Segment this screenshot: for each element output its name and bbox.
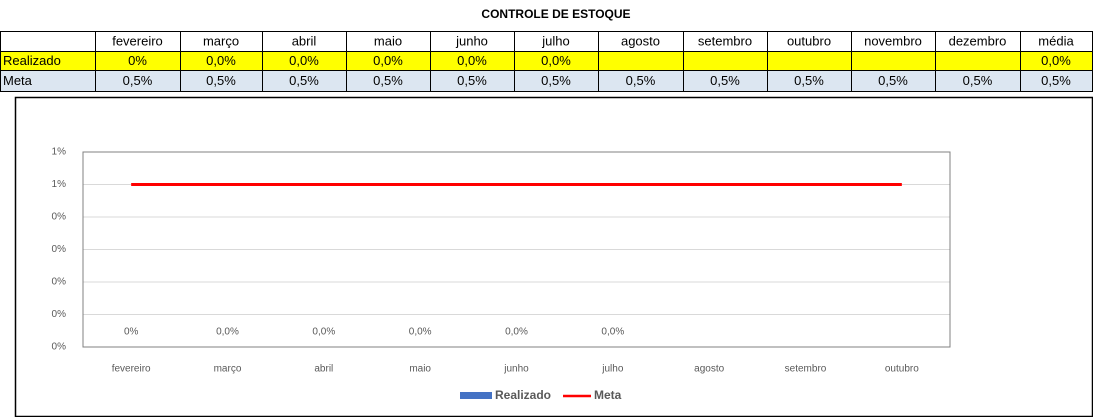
x-tick-label: maio: [409, 364, 431, 375]
y-tick-label: 0%: [52, 244, 67, 255]
x-tick-label: setembro: [785, 364, 827, 375]
table-value: 0,5%: [289, 73, 319, 88]
column-header: abril: [292, 33, 317, 48]
table-value: 0,5%: [794, 73, 824, 88]
table-cell: [683, 51, 768, 71]
column-header: maio: [374, 33, 402, 48]
data-label: 0,0%: [505, 327, 528, 338]
column-header: fevereiro: [112, 33, 163, 48]
table-value: 0,5%: [626, 73, 656, 88]
column-header: outubro: [787, 33, 831, 48]
data-label: 0,0%: [216, 327, 239, 338]
column-header: média: [1038, 33, 1074, 48]
x-tick-label: outubro: [885, 364, 919, 375]
y-tick-label: 1%: [52, 179, 67, 190]
table-value: 0,5%: [123, 73, 153, 88]
x-tick-label: março: [214, 364, 242, 375]
table-value: 0,0%: [457, 53, 487, 68]
data-label: 0,0%: [312, 327, 335, 338]
row-label: Realizado: [3, 53, 61, 68]
legend-label: Meta: [594, 388, 622, 402]
data-label: 0,0%: [409, 327, 432, 338]
column-header: setembro: [698, 33, 752, 48]
legend-swatch: [460, 392, 492, 399]
column-header: agosto: [621, 33, 660, 48]
legend-label: Realizado: [495, 388, 551, 402]
table-value: 0,5%: [373, 73, 403, 88]
table-cell: [0, 31, 96, 52]
table-value: 0,5%: [1041, 73, 1071, 88]
row-label: Meta: [3, 73, 33, 88]
column-header: julho: [541, 33, 569, 48]
table-value: 0,0%: [206, 53, 236, 68]
table-value: 0,0%: [1041, 53, 1071, 68]
column-header: dezembro: [949, 33, 1007, 48]
table-value: 0%: [128, 53, 147, 68]
table-cell: [767, 51, 852, 71]
y-tick-label: 0%: [52, 309, 67, 320]
y-tick-label: 0%: [52, 342, 67, 353]
y-tick-label: 0%: [52, 212, 67, 223]
x-tick-label: agosto: [694, 364, 724, 375]
table-cell: [851, 51, 936, 71]
data-label: 0%: [124, 327, 139, 338]
x-tick-label: abril: [314, 364, 333, 375]
table-value: 0,0%: [289, 53, 319, 68]
table-cell: [598, 51, 684, 71]
x-tick-label: fevereiro: [112, 364, 151, 375]
column-header: novembro: [864, 33, 922, 48]
table-cell: [935, 51, 1021, 71]
table-value: 0,5%: [541, 73, 571, 88]
table-value: 0,5%: [710, 73, 740, 88]
table-value: 0,0%: [373, 53, 403, 68]
column-header: junho: [455, 33, 488, 48]
table-value: 0,5%: [878, 73, 908, 88]
chart-frame: [14, 96, 1093, 417]
y-tick-label: 1%: [52, 147, 67, 158]
column-header: março: [203, 33, 239, 48]
sheet-title: CONTROLE DE ESTOQUE: [481, 7, 630, 21]
table-value: 0,5%: [206, 73, 236, 88]
x-tick-label: julho: [601, 364, 624, 375]
table-value: 0,0%: [541, 53, 571, 68]
x-tick-label: junho: [503, 364, 529, 375]
table-value: 0,5%: [457, 73, 487, 88]
y-tick-label: 0%: [52, 277, 67, 288]
data-label: 0,0%: [601, 327, 624, 338]
table-value: 0,5%: [963, 73, 993, 88]
plot-border: [82, 151, 951, 348]
